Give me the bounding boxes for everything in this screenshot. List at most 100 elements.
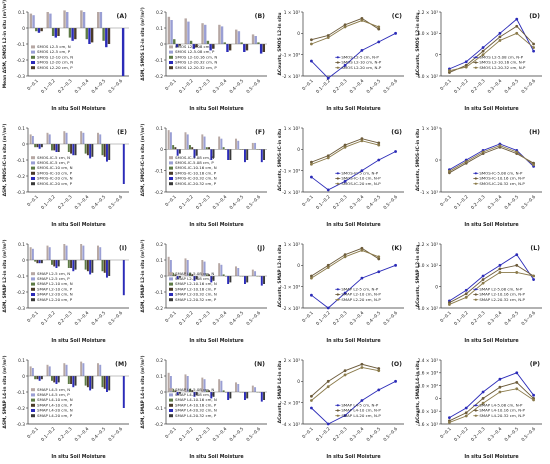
bar [208, 147, 211, 150]
legend-entry: SMAP L4-10.16 cm, N [175, 397, 217, 402]
legend-entry: SMAP L2-20.32 cm, P [175, 297, 217, 302]
data-point [343, 179, 347, 183]
legend-entry: SMAP L4-5 cm, N-P [341, 402, 379, 407]
y-axis-title: ΔCounts, SMOS-IC-in situ [415, 129, 421, 191]
x-tick-label: 0.2~0.3 [57, 310, 74, 327]
legend-entry: SMOS-IC-5.08 cm, N-P [479, 170, 523, 175]
legend-swatch-marker [336, 61, 339, 64]
panel-label: (K) [392, 245, 403, 252]
y-tick-label: 1.2 × 10³ [418, 10, 439, 16]
y-tick-label: 0 [160, 274, 163, 280]
data-point [360, 276, 364, 280]
bar [176, 276, 179, 280]
legend-swatch [31, 293, 35, 296]
data-point [360, 399, 364, 402]
bar [74, 376, 77, 386]
data-point [377, 143, 381, 147]
bar [48, 247, 51, 260]
data-point [377, 40, 381, 44]
bar [36, 144, 39, 148]
x-tick-label: 0.2~0.3 [195, 194, 212, 211]
data-point [515, 24, 519, 28]
legend-entry: SMOS L2-5 cm, N-P [341, 54, 379, 59]
legend-swatch-marker [336, 414, 339, 417]
x-tick-label: 0.3~0.4 [487, 194, 504, 211]
legend-swatch [169, 166, 173, 170]
data-point [360, 362, 364, 366]
legend-swatch-marker [474, 293, 477, 296]
y-tick-label: 0.1 [156, 126, 163, 132]
bar [40, 144, 43, 148]
legend-swatch [31, 166, 35, 170]
data-point [377, 141, 381, 145]
y-tick-label: 0 [22, 142, 25, 148]
x-tick-label: 0.1~0.2 [178, 426, 195, 443]
x-tick-label: 0.2~0.3 [332, 194, 349, 211]
bar [80, 361, 83, 376]
panel-b: -0.2 -0.1 0 0.1 0.2 ΔSM, SMOS L2-in situ (m³/… [140, 7, 267, 112]
legend-swatch [169, 403, 173, 407]
y-axis-title: ΔSM, SMAP L4-in situ (m³/m³) [140, 355, 146, 428]
panel-label: (D) [529, 13, 540, 20]
data-point [326, 76, 330, 80]
legend-entry: SMAP L2-10.16 cm, P [175, 286, 217, 291]
bar [51, 144, 53, 151]
x-tick-label: 0.3~0.4 [74, 194, 91, 211]
data-point [394, 263, 397, 267]
bar [101, 260, 104, 272]
legend-entry: SMAP L2-20 cm, N [37, 292, 73, 297]
legend-entry: SMAP L4-5 cm, P [37, 392, 70, 397]
series-line [449, 145, 534, 172]
y-tick-label: -6.0 × 10² [416, 306, 438, 312]
x-tick-label: 0.1~0.2 [315, 426, 332, 443]
bar [228, 44, 232, 51]
x-tick-label: 0.1~0.2 [453, 426, 470, 443]
legend-swatch-marker [336, 172, 339, 175]
bar [212, 392, 215, 397]
bar [174, 390, 177, 392]
legend-swatch-marker [336, 409, 339, 412]
bar [251, 34, 255, 44]
legend-entry: SMOS-IC-20.32 cm, P [175, 181, 217, 186]
y-tick-label: -0.1 [17, 158, 26, 164]
legend-swatch [31, 182, 35, 186]
x-axis-title: In situ Soil Moisture [189, 222, 244, 228]
data-point [464, 414, 468, 418]
legend-entry: SMAP L4-10.16 cm, P [175, 402, 217, 407]
x-tick-label: 0.5~0.6 [520, 194, 537, 211]
panel-label: (J) [257, 245, 265, 252]
bar [175, 44, 179, 48]
data-point [498, 144, 502, 147]
legend-swatch [169, 177, 173, 180]
bar [40, 28, 43, 32]
data-point [498, 385, 502, 389]
y-tick-label: -0.2 [17, 406, 26, 412]
bar [122, 260, 125, 296]
bar [195, 276, 198, 280]
bar [82, 363, 85, 376]
bar [240, 42, 243, 44]
bar [57, 376, 60, 383]
y-tick-label: 0 [297, 263, 300, 269]
x-tick-label: 0~0.1 [301, 426, 315, 440]
x-tick-label: 0~0.1 [301, 310, 315, 324]
bar [32, 15, 35, 28]
legend-swatch [169, 45, 173, 49]
series-line [449, 146, 534, 174]
bar [89, 260, 92, 275]
legend-swatch [169, 55, 173, 59]
y-tick-label: -2 × 10³ [282, 190, 300, 196]
legend-swatch-marker [474, 61, 477, 64]
bar [186, 134, 189, 150]
x-axis-title: In situ Soil Moisture [51, 106, 106, 112]
bar [189, 145, 191, 150]
bar [170, 20, 173, 44]
x-tick-label: 0.2~0.3 [332, 426, 349, 443]
data-point [532, 42, 535, 46]
bar [218, 24, 221, 44]
legend-swatch [31, 45, 35, 49]
bar [99, 247, 102, 260]
bar [222, 274, 225, 276]
x-tick-label: 0.2~0.3 [195, 426, 212, 443]
